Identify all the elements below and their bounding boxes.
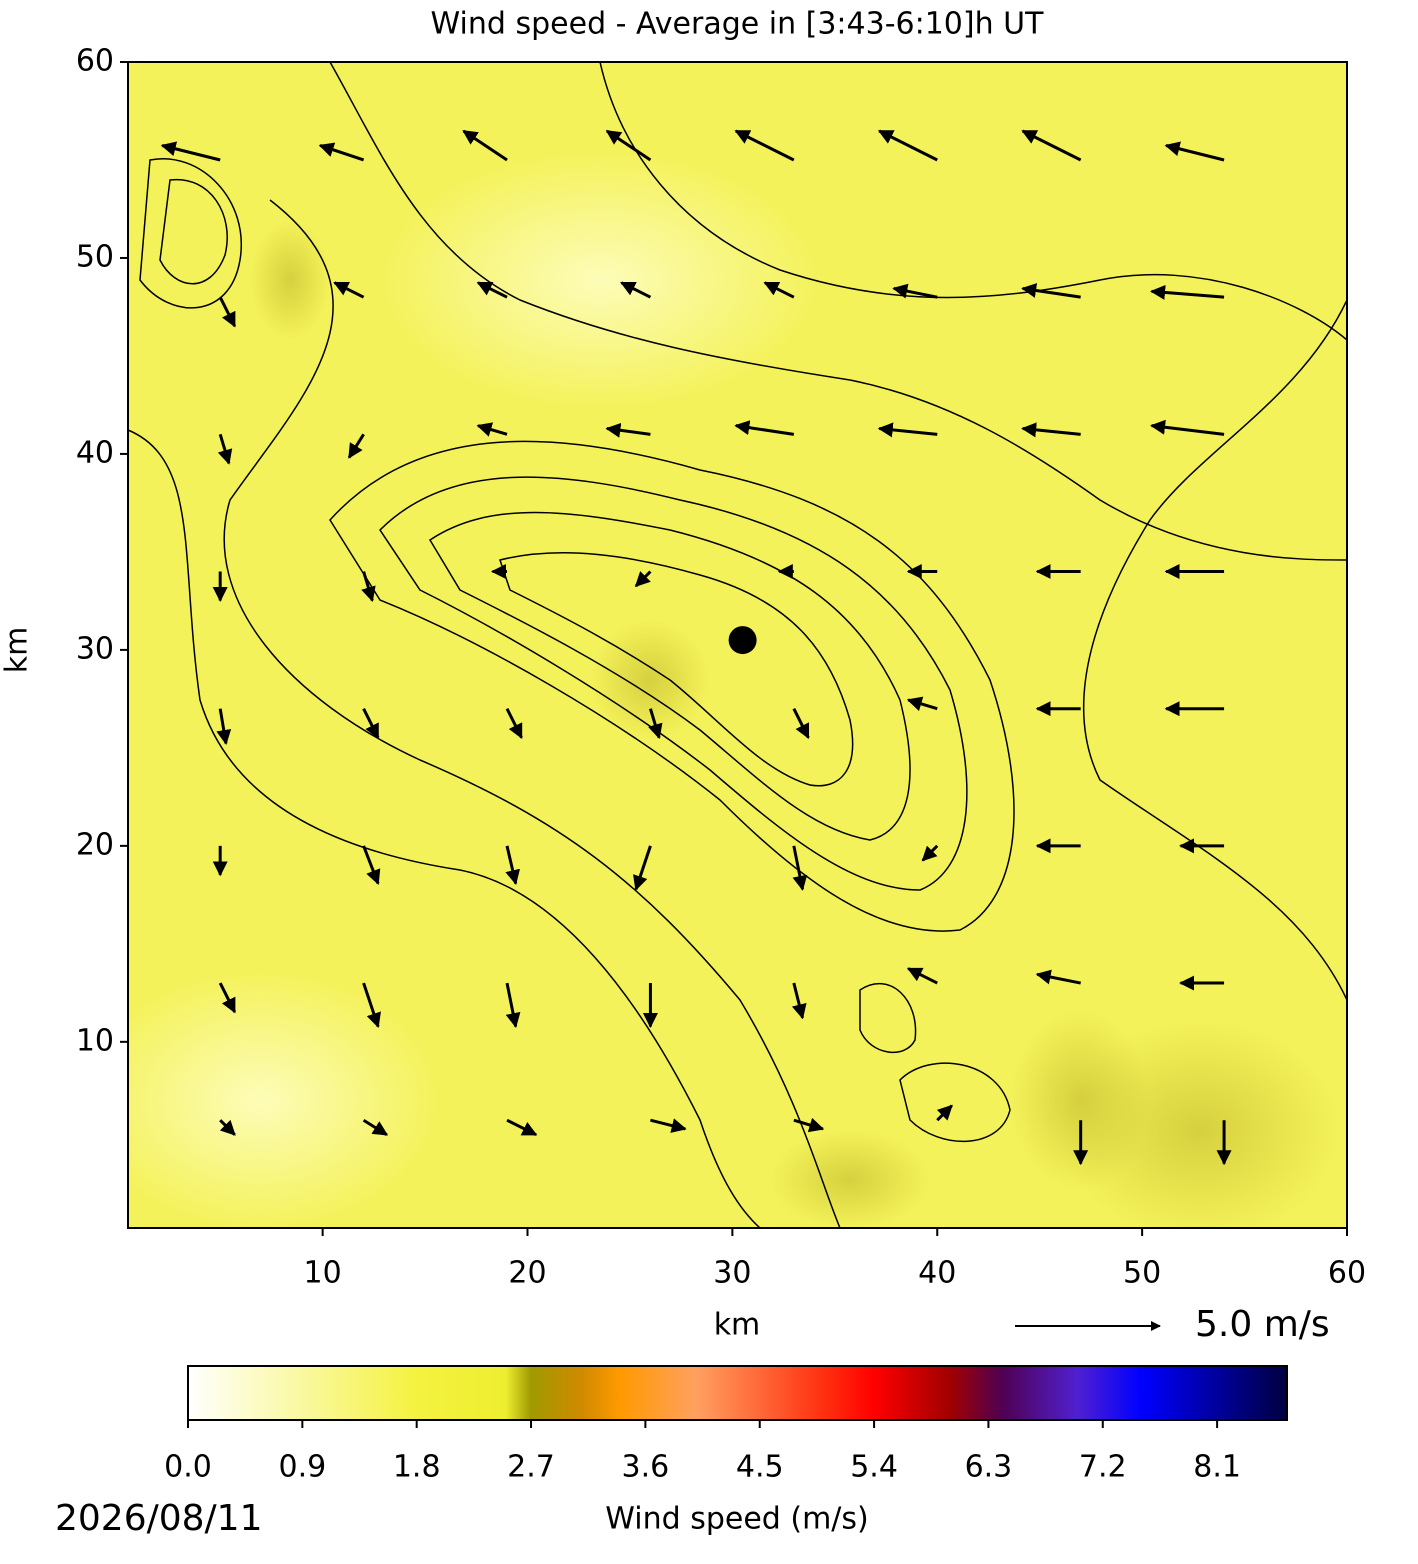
wind-arrow	[906, 696, 938, 712]
x-tick-label: 60	[1328, 1256, 1366, 1291]
wind-arrow	[605, 129, 652, 162]
wind-arrow	[1150, 419, 1225, 436]
wind-arrow	[734, 129, 795, 162]
wind-arrow	[650, 1118, 687, 1133]
x-tick-label: 20	[508, 1256, 546, 1291]
wind-arrow	[620, 281, 652, 299]
colorbar-tick-label: 2.7	[507, 1450, 555, 1485]
y-tick-label: 60	[76, 44, 114, 79]
site-marker	[728, 626, 757, 655]
wind-arrow	[906, 967, 938, 985]
axes-frame	[127, 61, 1348, 1229]
y-tick-label: 30	[76, 631, 114, 666]
wind-arrow	[462, 129, 508, 162]
wind-arrow	[362, 708, 380, 740]
wind-arrow	[792, 708, 810, 740]
colorbar-tick-label: 6.3	[965, 1450, 1013, 1485]
wind-arrow	[877, 129, 938, 162]
field-shade	[380, 150, 820, 410]
wind-arrow	[333, 281, 365, 299]
colorbar-tick-label: 1.8	[393, 1450, 441, 1485]
wind-arrow	[634, 570, 652, 588]
wind-arrow	[936, 1104, 953, 1122]
wind-arrow	[1021, 422, 1081, 438]
field-shade	[770, 1130, 930, 1228]
wind-arrow	[318, 142, 365, 162]
y-tick-label: 50	[76, 239, 114, 274]
wind-arrow	[648, 708, 663, 740]
contours	[128, 62, 1347, 1228]
y-tick-label: 10	[76, 1023, 114, 1058]
field-shade	[250, 220, 330, 340]
colorbar-tick-label: 4.5	[736, 1450, 784, 1485]
y-tick-label: 40	[76, 435, 114, 470]
wind-arrow	[476, 422, 508, 437]
colorbar	[187, 1365, 1288, 1421]
colorbar-label: Wind speed (m/s)	[605, 1502, 868, 1537]
field-shade	[1010, 1010, 1150, 1190]
wind-arrow	[605, 422, 651, 438]
wind-arrow	[892, 283, 938, 299]
wind-arrow	[792, 845, 808, 891]
x-tick-label: 50	[1123, 1256, 1161, 1291]
wind-arrow	[218, 982, 237, 1014]
wind-arrow	[921, 844, 939, 862]
wind-arrow	[505, 982, 521, 1029]
y-axis-label: km	[0, 627, 35, 674]
wind-arrow	[1150, 284, 1225, 300]
wind-arrow	[505, 845, 520, 886]
field-shade	[128, 970, 440, 1228]
wind-arrow	[791, 982, 807, 1020]
wind-arrow	[160, 141, 221, 162]
wind-arrow	[1035, 969, 1081, 985]
wind-arrow	[734, 420, 795, 436]
colorbar-tick-label: 0.9	[278, 1450, 326, 1485]
colorbar-tick-label: 5.4	[850, 1450, 898, 1485]
quiver-key-label: 5.0 m/s	[1195, 1304, 1330, 1345]
wind-arrow	[361, 571, 376, 602]
wind-arrow	[218, 296, 237, 328]
wind-arrow	[476, 281, 508, 299]
wind-arrow	[506, 1118, 538, 1137]
wind-arrow	[1021, 129, 1082, 162]
x-axis-label: km	[714, 1308, 761, 1343]
wind-arrow	[347, 433, 365, 459]
colorbar-tick-label: 3.6	[622, 1450, 670, 1485]
x-tick-label: 10	[304, 1256, 342, 1291]
wind-arrow	[877, 422, 938, 438]
x-tick-label: 30	[713, 1256, 751, 1291]
wind-arrow	[1021, 283, 1081, 299]
wind-arrow	[633, 845, 652, 891]
y-tick-label: 20	[76, 827, 114, 862]
wind-arrow	[763, 281, 795, 299]
wind-arrow	[217, 433, 233, 465]
wind-arrow	[793, 1117, 825, 1133]
wind-arrow	[362, 845, 381, 885]
plot-area	[128, 62, 1347, 1228]
colorbar-tick-label: 8.1	[1193, 1450, 1241, 1485]
wind-arrow	[219, 1119, 236, 1136]
colorbar-tick-label: 0.0	[164, 1450, 212, 1485]
wind-arrow	[362, 982, 381, 1028]
wind-arrow	[1164, 141, 1225, 162]
field-shade	[590, 620, 710, 740]
wind-arrow	[505, 708, 523, 740]
wind-arrow	[362, 1118, 389, 1136]
chart-title: Wind speed - Average in [3:43-6:10]h UT	[431, 7, 1045, 42]
wind-arrow	[216, 708, 232, 745]
x-tick-label: 40	[918, 1256, 956, 1291]
date: 2026/08/11	[55, 1498, 263, 1539]
colorbar-tick-label: 7.2	[1079, 1450, 1127, 1485]
